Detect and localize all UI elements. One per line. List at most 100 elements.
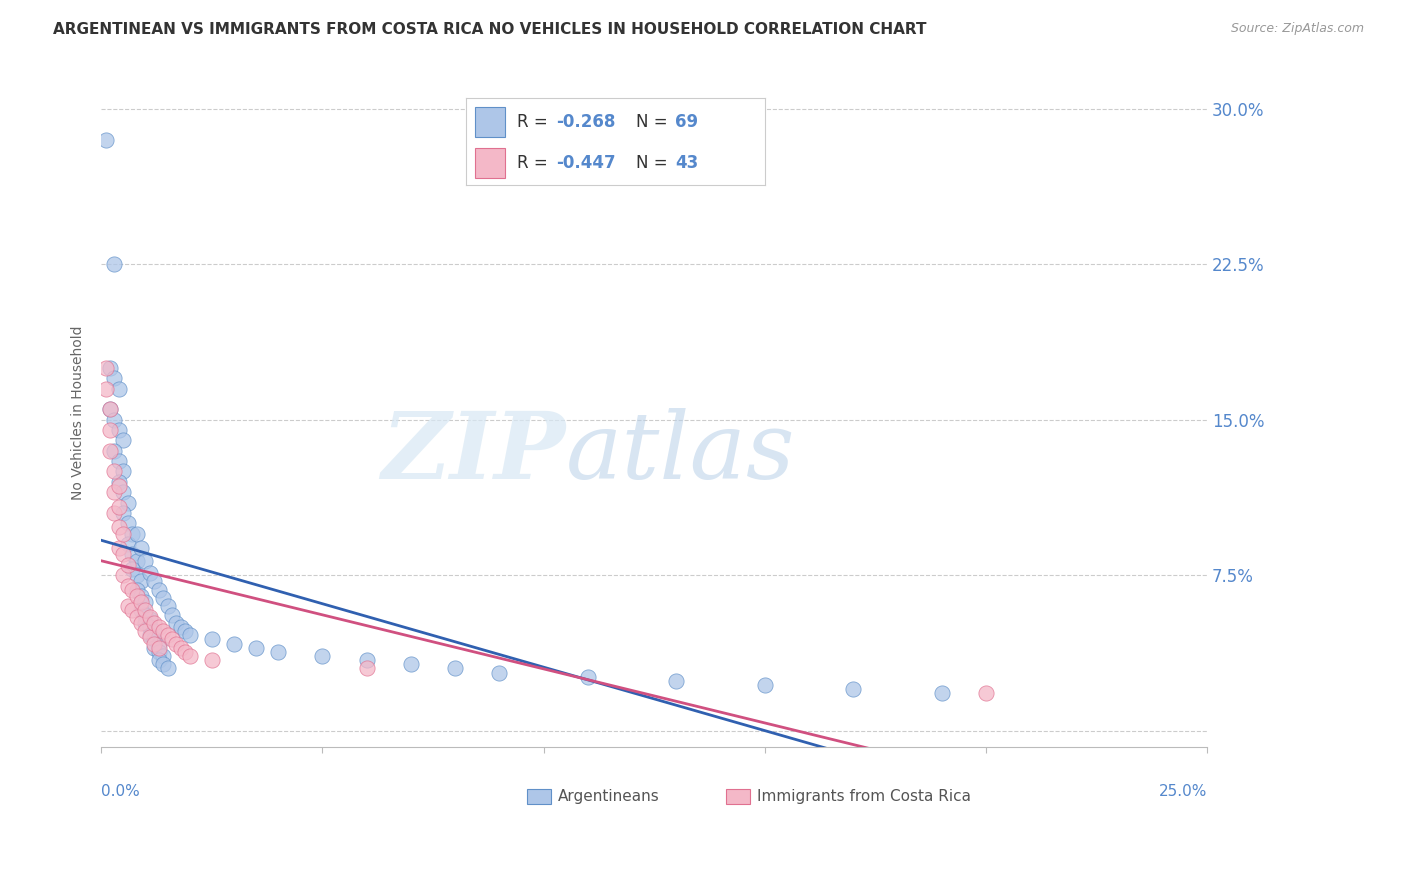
Point [125,526,148,541]
Point [103,443,125,458]
Point [174,624,197,639]
Text: 0.0%: 0.0% [101,784,141,799]
Point [129,574,152,589]
Point [103,412,125,426]
Point [311,648,333,663]
Point [356,653,378,667]
Point [94,382,117,396]
Point [94,360,117,375]
Text: atlas: atlas [565,408,796,498]
Point [143,632,166,647]
Point [488,665,510,680]
Point [121,562,143,576]
Text: Immigrants from Costa Rica: Immigrants from Costa Rica [756,789,972,805]
Point [129,615,152,630]
Point [148,636,170,650]
Point [108,520,131,534]
Point [98,402,121,417]
Point [108,454,131,468]
Point [156,628,179,642]
Point [134,624,156,639]
Point [754,678,776,692]
Point [152,648,174,663]
Text: Argentineans: Argentineans [558,789,659,805]
Point [139,631,162,645]
Point [139,620,162,634]
Point [125,568,148,582]
Point [174,645,197,659]
Point [170,640,193,655]
Point [576,670,599,684]
Point [125,582,148,597]
Y-axis label: No Vehicles in Household: No Vehicles in Household [72,325,86,500]
FancyBboxPatch shape [527,789,551,805]
Point [112,506,135,520]
Point [121,526,143,541]
Point [117,495,139,509]
Point [112,548,135,562]
Point [117,599,139,614]
Point [134,553,156,567]
Point [134,615,156,630]
Point [179,628,201,642]
Point [108,382,131,396]
Point [152,624,174,639]
Point [165,636,187,650]
Point [134,603,156,617]
Point [143,640,166,655]
Point [974,686,997,700]
Point [245,640,267,655]
Point [103,371,125,385]
Point [160,607,183,622]
Point [143,574,166,589]
Point [201,653,224,667]
Point [112,485,135,500]
Point [125,553,148,567]
Point [129,603,152,617]
Point [160,632,183,647]
Point [125,589,148,603]
Point [103,257,125,271]
Point [148,653,170,667]
Point [152,657,174,672]
Point [129,595,152,609]
Point [156,599,179,614]
Point [148,582,170,597]
Point [129,541,152,556]
Point [98,443,121,458]
Point [179,648,201,663]
Point [112,568,135,582]
Point [129,589,152,603]
Point [444,661,467,675]
Text: ARGENTINEAN VS IMMIGRANTS FROM COSTA RICA NO VEHICLES IN HOUSEHOLD CORRELATION C: ARGENTINEAN VS IMMIGRANTS FROM COSTA RIC… [53,22,927,37]
FancyBboxPatch shape [725,789,751,805]
Point [139,628,162,642]
Point [117,516,139,531]
Point [165,615,187,630]
Point [98,423,121,437]
Point [103,485,125,500]
Point [148,645,170,659]
Point [143,615,166,630]
Point [148,620,170,634]
Point [117,537,139,551]
Point [117,578,139,592]
Point [98,402,121,417]
Point [112,526,135,541]
Point [134,595,156,609]
Point [170,620,193,634]
Point [139,609,162,624]
Point [139,566,162,580]
Point [143,636,166,650]
Point [139,612,162,626]
Point [108,475,131,489]
Point [117,558,139,572]
Point [94,133,117,147]
Point [143,624,166,639]
Point [121,548,143,562]
Point [112,434,135,448]
Text: Source: ZipAtlas.com: Source: ZipAtlas.com [1230,22,1364,36]
Text: 25.0%: 25.0% [1159,784,1206,799]
Point [665,673,688,688]
Point [108,541,131,556]
